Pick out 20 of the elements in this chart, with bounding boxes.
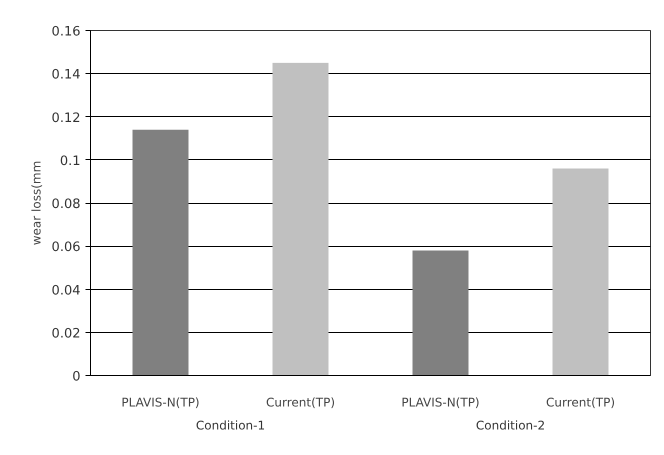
x-tick-label: Current(TP) xyxy=(266,396,335,410)
y-axis-title: wear loss(mm xyxy=(30,160,44,246)
y-tick-label: 0.04 xyxy=(52,283,81,298)
y-tick-label: 0.16 xyxy=(52,24,81,40)
y-tick-label: 0.06 xyxy=(52,240,81,256)
bar xyxy=(412,250,468,376)
bar xyxy=(552,168,608,376)
text: Condition-1 xyxy=(196,418,266,432)
y-tick-label: 0.08 xyxy=(52,197,81,212)
bar xyxy=(272,62,328,376)
y-tick-label: 0 xyxy=(72,370,81,384)
y-tick-label: 0.02 xyxy=(52,326,81,342)
x-tick-label: PLAVIS-N(TP) xyxy=(121,396,200,410)
text: Condition-2 xyxy=(476,418,546,432)
x-tick-label: PLAVIS-N(TP) xyxy=(401,396,480,410)
y-tick-label: 0.12 xyxy=(52,110,81,126)
bar xyxy=(132,130,188,376)
y-tick-label: 0.1 xyxy=(60,154,81,169)
y-tick-label: 0.14 xyxy=(52,68,81,83)
x-tick-label: Current(TP) xyxy=(546,396,615,410)
